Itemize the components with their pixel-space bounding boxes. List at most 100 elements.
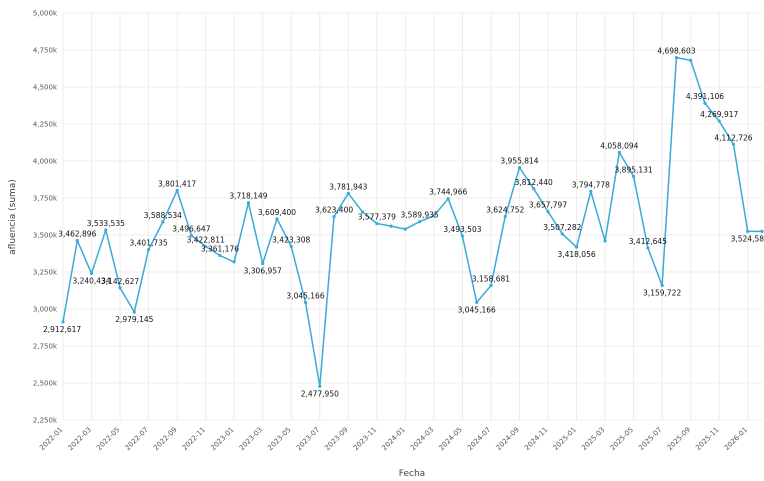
x-tick-label: 2024-01 — [380, 426, 406, 452]
y-tick-label: 4,750k — [33, 47, 58, 55]
x-tick-label: 2024-11 — [523, 426, 549, 452]
data-point — [603, 239, 606, 242]
y-axis-title: afluencia (suma) — [8, 179, 18, 255]
data-point — [104, 228, 107, 231]
data-label: 3,781,943 — [329, 182, 367, 191]
data-label: 3,801,417 — [158, 179, 196, 188]
data-label: 4,698,603 — [657, 47, 695, 56]
y-tick-label: 2,250k — [33, 417, 58, 425]
data-label: 3,624,752 — [486, 206, 524, 215]
data-label: 3,045,166 — [458, 305, 496, 314]
data-label: 3,657,797 — [529, 201, 567, 210]
y-tick-label: 2,750k — [33, 343, 58, 351]
data-label: 3,142,627 — [101, 277, 139, 286]
data-point — [275, 217, 278, 220]
data-point — [618, 151, 621, 154]
data-label: 3,496,647 — [172, 224, 210, 233]
data-point — [418, 220, 421, 223]
data-label: 3,577,379 — [358, 213, 396, 222]
x-tick-label: 2022-09 — [152, 426, 178, 452]
data-point — [133, 310, 136, 313]
y-tick-label: 5,000k — [33, 10, 58, 18]
y-axis-ticks: 2,250k 2,500k 2,750k 3,000k 3,250k 3,500k 3,75… — [33, 10, 58, 425]
data-point — [304, 301, 307, 304]
data-label: 2,477,950 — [301, 389, 339, 398]
x-tick-label: 2026-01 — [723, 426, 749, 452]
data-point — [475, 301, 478, 304]
data-label: 3,418,056 — [557, 250, 595, 259]
x-tick-label: 2025-03 — [580, 426, 606, 452]
data-point — [90, 272, 93, 275]
data-label: 3,462,896 — [58, 229, 96, 238]
data-point — [575, 246, 578, 249]
data-point — [504, 215, 507, 218]
data-label: 3,524,58 — [731, 234, 764, 243]
data-label: 3,609,400 — [258, 208, 296, 217]
y-tick-label: 3,250k — [33, 269, 58, 277]
data-point — [661, 284, 664, 287]
data-label: 3,744,966 — [429, 188, 467, 197]
data-point — [447, 197, 450, 200]
x-tick-label: 2022-03 — [67, 426, 93, 452]
data-point — [375, 222, 378, 225]
data-point — [489, 284, 492, 287]
data-label: 3,493,503 — [443, 225, 481, 234]
x-tick-label: 2024-07 — [466, 426, 492, 452]
y-tick-label: 3,500k — [33, 232, 58, 240]
data-label: 3,045,166 — [286, 291, 324, 300]
data-point — [404, 227, 407, 230]
data-point — [732, 143, 735, 146]
data-label: 4,391,106 — [686, 92, 724, 101]
data-label: 3,718,149 — [229, 192, 267, 201]
data-point — [390, 225, 393, 228]
data-point — [161, 220, 164, 223]
data-label: 3,955,814 — [500, 157, 538, 166]
x-tick-label: 2025-01 — [552, 426, 578, 452]
data-point — [703, 102, 706, 105]
x-tick-label: 2023-11 — [352, 426, 378, 452]
x-tick-label: 2022-11 — [181, 426, 207, 452]
data-label: 4,112,726 — [714, 133, 752, 142]
y-tick-label: 3,000k — [33, 306, 58, 314]
data-point — [561, 232, 564, 235]
data-point — [218, 254, 221, 257]
data-label: 2,979,145 — [115, 315, 153, 324]
data-label: 3,361,176 — [201, 245, 239, 254]
x-tick-label: 2022-01 — [38, 426, 64, 452]
x-tick-label: 2023-03 — [238, 426, 264, 452]
y-tick-label: 4,000k — [33, 158, 58, 166]
x-tick-label: 2025-09 — [666, 426, 692, 452]
data-point — [718, 119, 721, 122]
data-label: 3,422,811 — [187, 235, 225, 244]
data-point — [347, 192, 350, 195]
x-tick-label: 2023-05 — [266, 426, 292, 452]
data-label: 2,912,617 — [43, 325, 81, 334]
data-point — [632, 175, 635, 178]
data-point — [532, 187, 535, 190]
data-label: 3,401,735 — [130, 239, 168, 248]
x-tick-label: 2022-05 — [95, 426, 121, 452]
x-tick-label: 2024-05 — [438, 426, 464, 452]
x-tick-label: 2025-07 — [637, 426, 663, 452]
data-point — [290, 245, 293, 248]
data-point — [318, 385, 321, 388]
data-label: 3,623,400 — [315, 206, 353, 215]
data-point — [233, 260, 236, 263]
x-tick-label: 2023-01 — [209, 426, 235, 452]
data-point — [546, 210, 549, 213]
data-point — [461, 234, 464, 237]
x-tick-label: 2023-07 — [295, 426, 321, 452]
data-label: 3,412,645 — [629, 237, 667, 246]
x-tick-label: 2024-09 — [495, 426, 521, 452]
y-tick-label: 4,500k — [33, 84, 58, 92]
data-point — [332, 215, 335, 218]
series-line — [63, 58, 762, 387]
y-tick-label: 2,500k — [33, 380, 58, 388]
data-point — [147, 248, 150, 251]
y-tick-label: 3,750k — [33, 195, 58, 203]
data-label: 3,159,722 — [643, 288, 681, 297]
data-label: 4,269,917 — [700, 110, 738, 119]
data-point — [760, 230, 763, 233]
data-points — [61, 56, 763, 388]
